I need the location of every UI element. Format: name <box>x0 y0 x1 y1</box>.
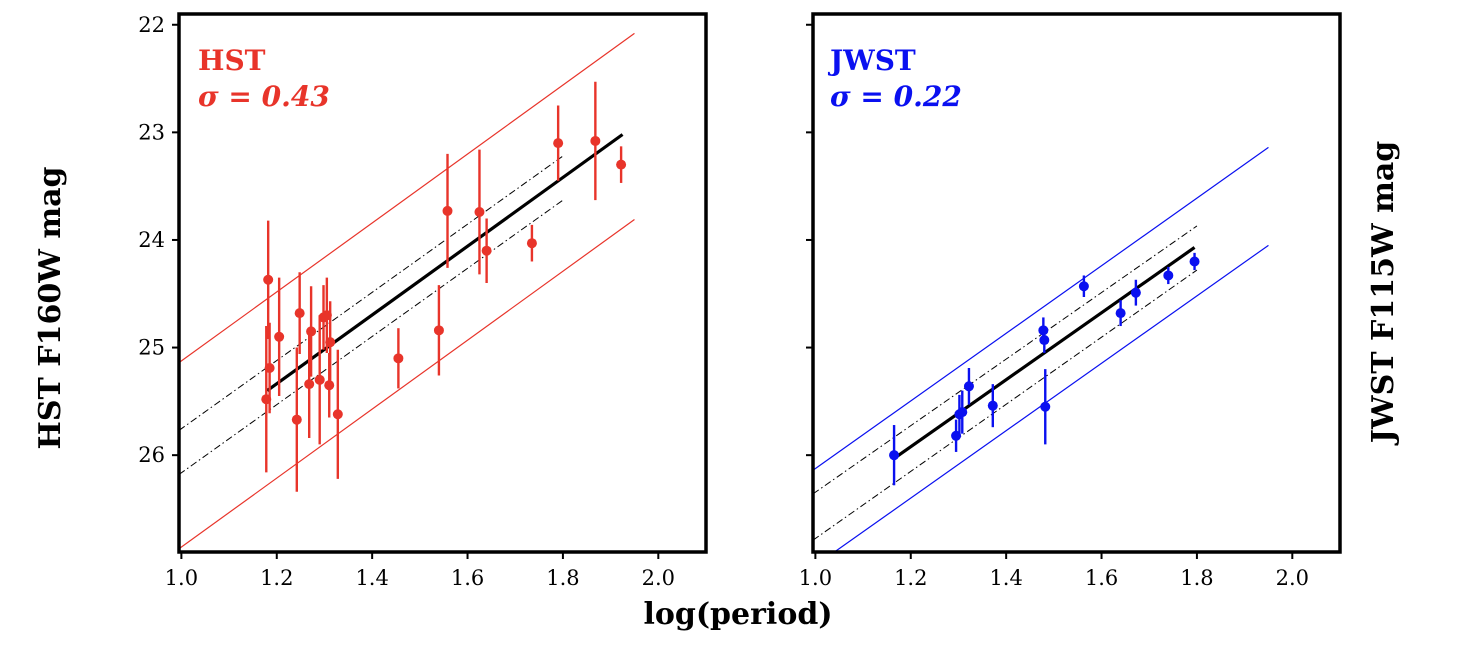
jwst-outer-bound-line <box>834 244 1269 552</box>
hst-ytick-label: 26 <box>138 443 165 467</box>
hst-sigma-label: σ = 0.43 <box>198 80 330 113</box>
jwst-sigma-label: σ = 0.22 <box>830 80 962 113</box>
hst-data-point <box>616 159 627 170</box>
jwst-xtick-label: 1.0 <box>799 566 832 590</box>
jwst-inner-bound-line <box>813 269 1198 541</box>
hst-data-point <box>263 274 274 285</box>
jwst-xtick-label: 1.6 <box>1085 566 1118 590</box>
jwst-data-point <box>963 381 974 392</box>
hst-data-point <box>393 353 404 364</box>
jwst-panel: 1.0 1.2 1.4 1.6 1.8 2.0 JWST σ = 0.22 JWST F1… <box>799 12 1401 590</box>
hst-data-point <box>474 206 485 217</box>
hst-data-point <box>314 374 325 385</box>
jwst-data-point <box>1115 308 1126 319</box>
hst-data-point <box>306 326 317 337</box>
hst-data-point <box>481 245 492 256</box>
jwst-ylabel: JWST F115W mag <box>1366 141 1401 447</box>
hst-data-point <box>324 380 335 391</box>
jwst-data-point <box>1163 270 1174 281</box>
hst-xtick-label: 1.8 <box>546 566 579 590</box>
hst-inner-bound-line <box>179 155 564 431</box>
hst-panel: 1.0 1.2 1.4 1.6 1.8 2.0 22 23 24 25 26 HST σ = 0.4… <box>33 12 708 590</box>
jwst-data-point <box>1189 256 1200 267</box>
hst-data-point <box>332 409 343 420</box>
hst-ticks: 1.0 1.2 1.4 1.6 1.8 2.0 22 23 24 25 26 <box>138 13 675 590</box>
hst-title: HST <box>198 44 266 77</box>
hst-data-point <box>433 325 444 336</box>
hst-outer-bound-line <box>179 219 635 550</box>
xlabel: log(period) <box>643 597 832 632</box>
jwst-data-point <box>889 450 900 461</box>
jwst-xtick-label: 1.8 <box>1180 566 1213 590</box>
jwst-data-point <box>1078 281 1089 292</box>
hst-ytick-label: 24 <box>138 228 165 252</box>
hst-xtick-label: 1.0 <box>165 566 198 590</box>
hst-ylabel: HST F160W mag <box>33 166 68 449</box>
jwst-inner-bound-line <box>813 225 1198 495</box>
hst-plot-area <box>179 32 635 550</box>
jwst-data-point <box>957 407 968 418</box>
hst-inner-bound-line <box>179 199 564 475</box>
jwst-title: JWST <box>827 44 916 77</box>
hst-ytick-label: 23 <box>138 120 165 144</box>
hst-outer-bound-line <box>179 32 635 364</box>
jwst-ticks: 1.0 1.2 1.4 1.6 1.8 2.0 <box>799 23 1309 590</box>
jwst-data-point <box>1040 401 1051 412</box>
hst-ytick-label: 22 <box>138 13 165 37</box>
hst-axes-frame <box>177 12 708 554</box>
hst-data-point <box>325 337 336 348</box>
jwst-data-point <box>1130 287 1141 298</box>
hst-xtick-label: 1.4 <box>355 566 388 590</box>
jwst-outer-bound-line <box>813 146 1269 471</box>
hst-ytick-label: 25 <box>138 336 165 360</box>
hst-data-point <box>304 379 315 390</box>
jwst-xtick-label: 2.0 <box>1276 566 1309 590</box>
hst-data-point <box>274 331 285 342</box>
jwst-axes-frame <box>811 12 1342 554</box>
hst-data-point <box>264 363 275 374</box>
hst-xtick-label: 1.2 <box>260 566 293 590</box>
hst-data-point <box>294 308 305 319</box>
jwst-data-point <box>987 400 998 411</box>
hst-xtick-label: 2.0 <box>642 566 675 590</box>
hst-data-point <box>442 205 453 216</box>
hst-data-point <box>590 135 601 146</box>
hst-data-point <box>291 414 302 425</box>
jwst-data-point <box>1039 335 1050 346</box>
jwst-xtick-label: 1.4 <box>989 566 1022 590</box>
jwst-xtick-label: 1.2 <box>894 566 927 590</box>
hst-data-point <box>526 238 537 249</box>
jwst-plot-area <box>813 146 1269 552</box>
hst-xtick-label: 1.6 <box>451 566 484 590</box>
hst-data-point <box>553 138 564 149</box>
